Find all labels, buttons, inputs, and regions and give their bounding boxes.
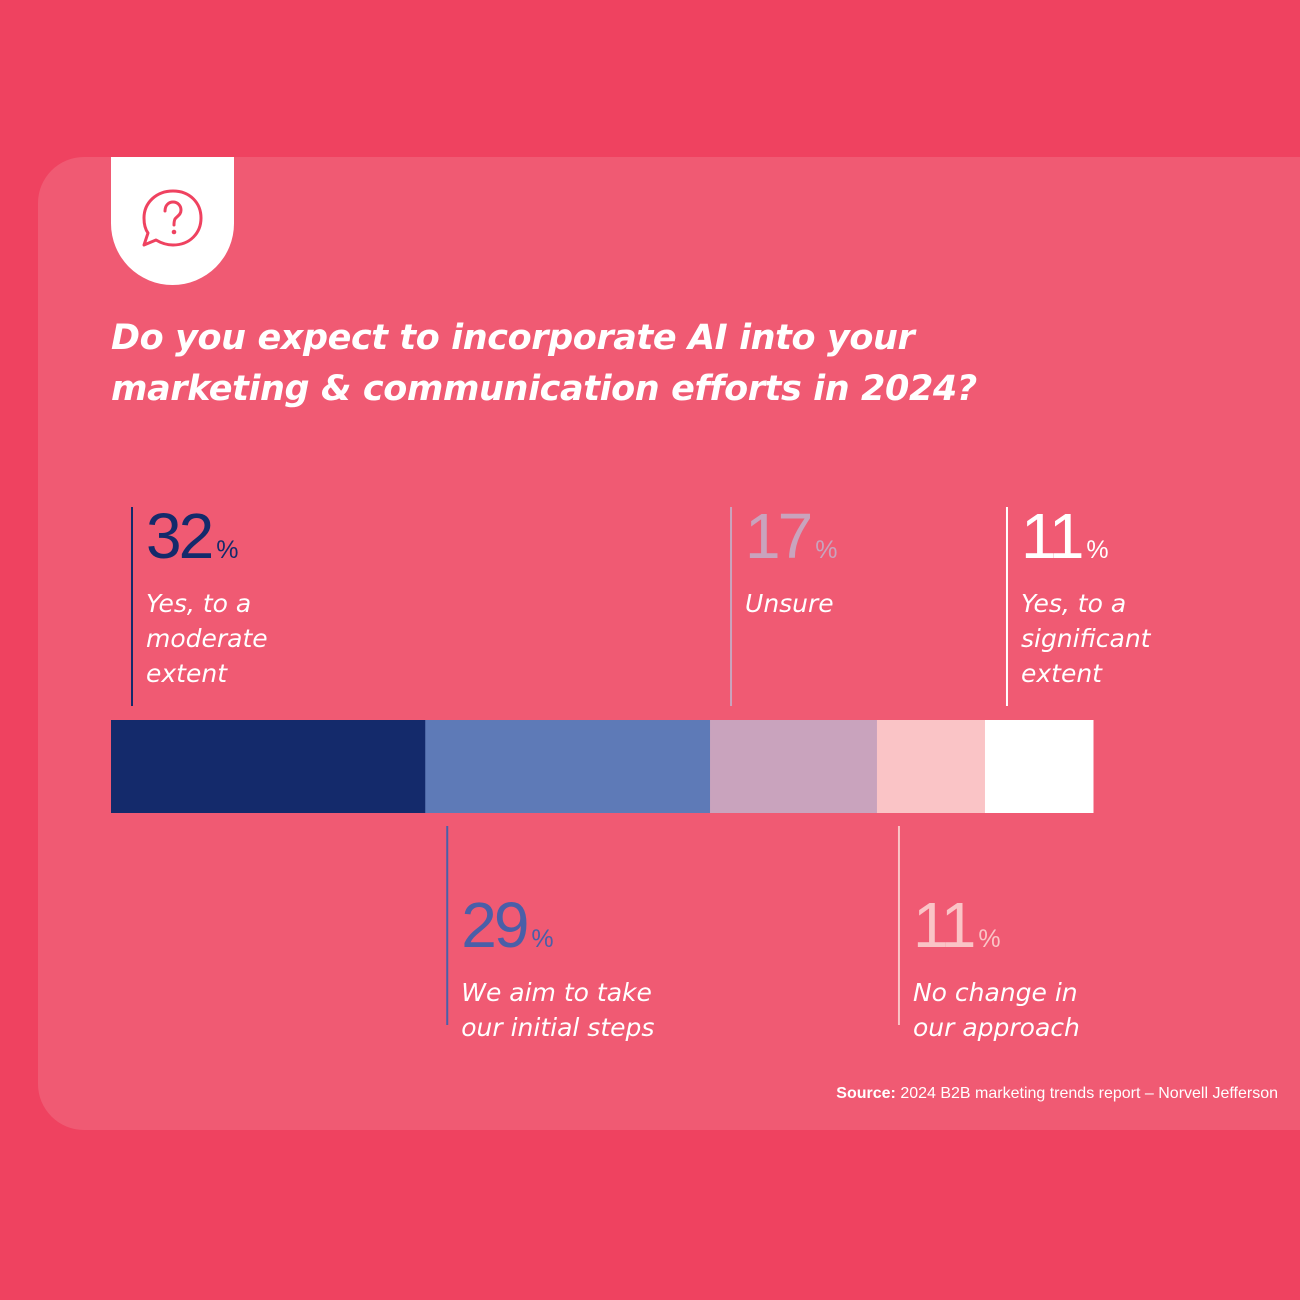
category-label: No change in our approach <box>913 975 1080 1045</box>
annotation-no-change-in-our-approach: 11% No change in our approach <box>913 893 1080 1045</box>
value-number: 11 <box>912 889 976 961</box>
question-title-line-1: Do you expect to incorporate AI into you… <box>111 318 915 358</box>
question-tab <box>111 157 234 285</box>
category-label-line: extent <box>146 659 228 688</box>
category-label: We aim to take our initial steps <box>461 975 654 1045</box>
category-label: Unsure <box>745 586 837 621</box>
value-label: 32% <box>146 504 268 582</box>
category-label-line: Unsure <box>745 589 834 618</box>
value-label: 11% <box>913 893 1080 971</box>
source-note: Source: 2024 B2B marketing trends report… <box>836 1085 1278 1103</box>
bar-segment-we-aim-to-take-our-initial-steps <box>425 720 711 813</box>
category-label-line: extent <box>1020 659 1102 688</box>
category-label-line: Yes, to a <box>146 589 252 618</box>
bar-segment-unsure <box>710 720 878 813</box>
category-label: Yes, to a moderate extent <box>146 586 268 691</box>
category-label-line: our approach <box>912 1013 1080 1042</box>
annotation-yes-to-a-significant-extent: 11% Yes, to a significant extent <box>1021 504 1151 691</box>
bar-segment-no-change-in-our-approach <box>876 720 986 813</box>
bar-segment-yes-to-a-moderate-extent <box>111 720 426 813</box>
category-label: Yes, to a significant extent <box>1021 586 1151 691</box>
chart-card <box>38 157 1300 1130</box>
category-label-line: Yes, to a <box>1020 589 1127 618</box>
value-number: 11 <box>1020 500 1084 572</box>
percent-symbol: % <box>1086 536 1109 564</box>
annotation-unsure: 17% Unsure <box>745 504 837 621</box>
percent-symbol: % <box>531 925 554 953</box>
question-speech-bubble-icon <box>142 189 203 247</box>
category-label-line: moderate <box>146 624 268 653</box>
value-number: 17 <box>745 500 813 572</box>
category-label-line: our initial steps <box>461 1013 655 1042</box>
value-number: 32 <box>146 500 214 572</box>
percent-symbol: % <box>815 536 838 564</box>
bar-segment-yes-to-a-significant-extent <box>984 720 1094 813</box>
value-label: 17% <box>745 504 837 582</box>
question-title-line-2: marketing & communication efforts in 202… <box>111 369 977 409</box>
annotation-we-aim-to-take-our-initial-steps: 29% We aim to take our initial steps <box>461 893 654 1045</box>
source-label: Source: <box>836 1085 896 1102</box>
question-title: Do you expect to incorporate AI into you… <box>111 313 1111 415</box>
annotation-yes-to-a-moderate-extent: 32% Yes, to a moderate extent <box>146 504 268 691</box>
category-label-line: We aim to take <box>461 978 652 1007</box>
source-text: 2024 B2B marketing trends report – Norve… <box>900 1085 1278 1102</box>
percent-symbol: % <box>216 536 239 564</box>
category-label-line: No change in <box>912 978 1078 1007</box>
category-label-line: significant <box>1020 624 1151 653</box>
percent-symbol: % <box>978 925 1001 953</box>
value-number: 29 <box>461 889 529 961</box>
value-label: 11% <box>1021 504 1151 582</box>
value-label: 29% <box>461 893 654 971</box>
